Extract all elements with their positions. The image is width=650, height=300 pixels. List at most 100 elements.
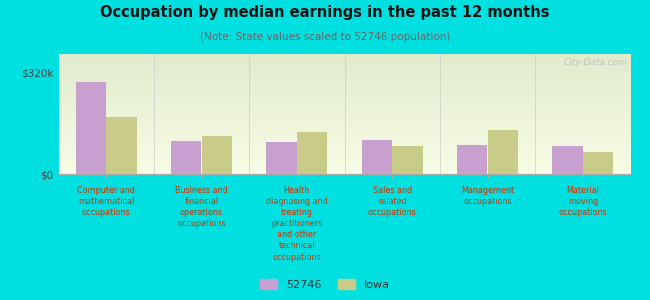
Bar (58, 148, 630, 149)
Bar (58, 108, 630, 109)
Bar (58, 160, 630, 161)
Bar (58, 82, 630, 83)
Bar (58, 88, 630, 89)
Bar (392, 146, 422, 174)
Bar (58, 102, 630, 103)
Bar (58, 107, 630, 108)
Bar (58, 62, 630, 64)
Bar (58, 142, 630, 143)
Bar (58, 58, 630, 59)
Bar (58, 66, 630, 67)
Legend: 52746, Iowa: 52746, Iowa (256, 275, 394, 294)
Bar (58, 64, 630, 65)
Bar (552, 146, 583, 174)
Bar (58, 110, 630, 112)
Bar (58, 157, 630, 158)
Bar (58, 67, 630, 68)
Bar (266, 142, 297, 174)
Bar (58, 85, 630, 86)
Bar (58, 83, 630, 84)
Bar (58, 144, 630, 145)
Bar (58, 96, 630, 97)
Bar (58, 73, 630, 74)
Bar (58, 120, 630, 121)
Bar (58, 100, 630, 101)
Bar (58, 71, 630, 72)
Bar (488, 130, 518, 174)
Bar (58, 145, 630, 146)
Text: Health
diagnosing and
treating
practitioners
and other
technical
occupations: Health diagnosing and treating practitio… (266, 186, 328, 262)
Bar (58, 101, 630, 102)
Bar (58, 126, 630, 127)
Text: Computer and
mathematical
occupations: Computer and mathematical occupations (77, 186, 135, 217)
Bar (106, 117, 136, 174)
Bar (58, 56, 630, 58)
Bar (58, 131, 630, 132)
Bar (58, 68, 630, 70)
Bar (58, 104, 630, 106)
Bar (171, 141, 202, 174)
Bar (58, 55, 630, 56)
Bar (58, 97, 630, 98)
Bar (58, 114, 630, 115)
Bar (58, 94, 630, 95)
Bar (58, 60, 630, 61)
Bar (58, 132, 630, 133)
Bar (58, 112, 630, 113)
Bar (58, 122, 630, 124)
Bar (58, 103, 630, 104)
Bar (58, 95, 630, 96)
Bar (58, 79, 630, 80)
Bar (58, 164, 630, 166)
Bar (58, 143, 630, 144)
Bar (58, 80, 630, 82)
Bar (58, 65, 630, 66)
Text: (Note: State values scaled to 52746 population): (Note: State values scaled to 52746 popu… (200, 32, 450, 41)
Bar (58, 150, 630, 151)
Bar (58, 161, 630, 162)
Bar (58, 156, 630, 157)
Bar (58, 136, 630, 137)
Bar (58, 76, 630, 77)
Bar (58, 169, 630, 170)
Text: Material
moving
occupations: Material moving occupations (558, 186, 607, 217)
Bar (58, 167, 630, 168)
Text: Sales and
related
occupations: Sales and related occupations (368, 186, 417, 217)
Bar (58, 137, 630, 138)
Bar (58, 127, 630, 128)
Bar (58, 98, 630, 100)
Bar (58, 109, 630, 110)
Bar (58, 116, 630, 118)
Bar (58, 134, 630, 136)
Bar (58, 155, 630, 156)
Bar (58, 113, 630, 114)
Bar (58, 166, 630, 167)
Bar (58, 133, 630, 134)
Bar (583, 152, 614, 174)
Bar (58, 130, 630, 131)
Bar (58, 118, 630, 119)
Text: Occupation by median earnings in the past 12 months: Occupation by median earnings in the pas… (100, 4, 550, 20)
Bar (58, 168, 630, 169)
Bar (58, 72, 630, 73)
Bar (58, 163, 630, 164)
Bar (58, 128, 630, 130)
Bar (75, 82, 106, 174)
Bar (58, 125, 630, 126)
Bar (58, 61, 630, 62)
Bar (58, 151, 630, 152)
Bar (58, 86, 630, 88)
Bar (58, 106, 630, 107)
Bar (58, 115, 630, 116)
Bar (202, 136, 232, 174)
Bar (58, 70, 630, 71)
Bar (58, 77, 630, 78)
Bar (58, 162, 630, 163)
Bar (58, 78, 630, 79)
Bar (58, 172, 630, 173)
Bar (58, 139, 630, 140)
Bar (58, 152, 630, 154)
Text: Business and
financial
operations
occupations: Business and financial operations occupa… (175, 186, 228, 228)
Bar (58, 90, 630, 91)
Bar (58, 59, 630, 60)
